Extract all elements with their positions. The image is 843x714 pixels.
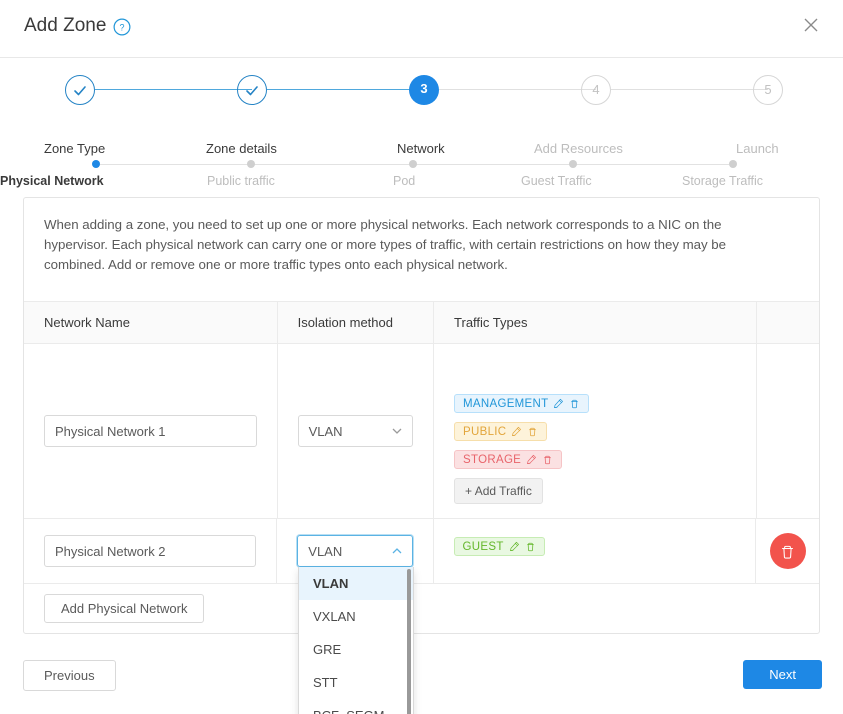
svg-text:?: ? (119, 22, 124, 32)
